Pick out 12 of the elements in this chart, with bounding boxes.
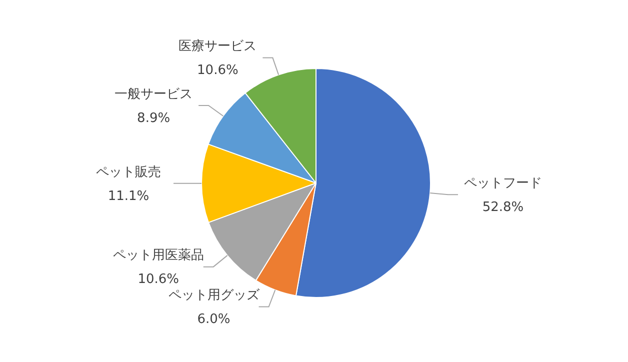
data-label: 52.8% — [482, 200, 524, 216]
slice-label: ペットフード — [464, 176, 542, 192]
slice-label: ペット用医薬品 — [112, 248, 204, 264]
data-label: 11.1% — [108, 188, 150, 204]
data-label: 10.6% — [138, 272, 180, 288]
slice-label: 医療サービス — [178, 39, 257, 54]
slice-label: 一般サービス — [114, 86, 193, 102]
data-label: 10.6% — [197, 63, 238, 78]
data-label: 8.9% — [137, 110, 170, 126]
slice-label: ペット用グッズ — [168, 288, 260, 304]
data-label: 6.0% — [197, 312, 230, 328]
slice-label: ペット販売 — [96, 164, 161, 180]
